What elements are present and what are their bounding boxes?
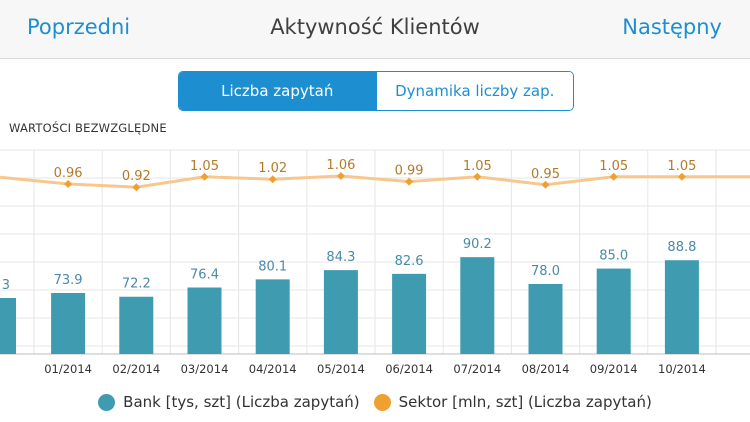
point-label-sector: 0.96 [54, 166, 83, 181]
bar-label-bank: 88.8 [667, 240, 696, 255]
point-sector [132, 183, 141, 192]
section-label: WARTOŚCI BEZWZGLĘDNE [9, 121, 167, 135]
bar-bank [664, 260, 699, 354]
x-tick-label: 05/2014 [317, 362, 365, 376]
segment-query-dynamics[interactable]: Dynamika liczby zap. [375, 72, 573, 110]
x-tick-label: 06/2014 [385, 362, 433, 376]
x-tick-label: 01/2014 [44, 362, 92, 376]
navigation-bar: Poprzedni Aktywność Klientów Następny [0, 0, 750, 59]
bar-bank [255, 279, 290, 354]
sector-legend-dot [373, 393, 391, 411]
bar-label-bank: 85.0 [599, 249, 628, 264]
bank-legend-label: Bank [tys, szt] (Liczba zapytań) [123, 393, 360, 411]
bar-bank [187, 287, 222, 354]
x-tick-label: 03/2014 [181, 362, 229, 376]
point-label-sector: 1.05 [190, 159, 219, 174]
bar-bank [323, 270, 358, 354]
x-tick-label: 02/2014 [112, 362, 160, 376]
point-label-sector: 1.05 [463, 159, 492, 174]
point-sector [336, 172, 345, 180]
bar-label-bank: 82.6 [395, 254, 424, 269]
point-label-sector: 0.95 [531, 167, 560, 182]
point-sector [541, 180, 550, 189]
point-sector [405, 177, 414, 186]
bar-label-bank: 72.2 [122, 277, 151, 292]
bar-label-bank: 90.2 [463, 237, 492, 252]
x-tick-label: 08/2014 [522, 362, 570, 376]
point-sector [473, 172, 482, 181]
bar-label-partial: 3 [2, 278, 10, 293]
segment-query-count[interactable]: Liczba zapytań [179, 72, 376, 110]
bar-label-bank: 80.1 [258, 259, 287, 274]
point-sector [64, 180, 73, 188]
x-tick-label: 07/2014 [453, 362, 501, 376]
x-tick-label: 04/2014 [249, 362, 297, 376]
bar-bank-partial [0, 298, 16, 354]
point-sector [200, 172, 209, 181]
bar-label-bank: 78.0 [531, 264, 560, 279]
x-tick-label: 10/2014 [658, 362, 706, 376]
bar-label-bank: 73.9 [54, 273, 83, 288]
bar-bank [51, 293, 86, 354]
chart-legend: Bank [tys, szt] (Liczba zapytań) Sektor … [0, 393, 750, 411]
legend-item-bank: Bank [tys, szt] (Liczba zapytań) [98, 393, 360, 411]
bar-bank [460, 257, 495, 354]
point-label-sector: 1.05 [667, 159, 696, 174]
bar-label-bank: 84.3 [326, 250, 355, 265]
legend-item-sector: Sektor [mln, szt] (Liczba zapytań) [373, 393, 652, 411]
point-sector [609, 172, 618, 181]
sector-legend-label: Sektor [mln, szt] (Liczba zapytań) [398, 393, 652, 411]
point-label-sector: 1.06 [326, 158, 355, 173]
point-label-sector: 0.92 [122, 169, 151, 184]
point-sector [677, 172, 686, 181]
bar-bank [119, 296, 154, 354]
bar-label-bank: 76.4 [190, 268, 219, 283]
bar-bank [596, 268, 631, 354]
bar-bank [392, 273, 427, 354]
point-label-sector: 1.05 [599, 159, 628, 174]
point-label-sector: 0.99 [395, 164, 424, 179]
view-segmented-control: Liczba zapytań Dynamika liczby zap. [178, 71, 574, 111]
page-title: Aktywność Klientów [270, 15, 480, 39]
bar-bank [528, 283, 563, 354]
point-sector [268, 175, 277, 184]
point-label-sector: 1.02 [258, 161, 287, 176]
series-line-sector [0, 174, 750, 189]
previous-button[interactable]: Poprzedni [27, 15, 131, 39]
client-activity-chart: 3 73.9 01/2014 72.2 02/2014 76.4 03/2014 80.1 04… [0, 149, 750, 376]
bank-legend-dot [98, 393, 116, 411]
next-button[interactable]: Następny [622, 15, 722, 39]
x-tick-label: 09/2014 [590, 362, 638, 376]
